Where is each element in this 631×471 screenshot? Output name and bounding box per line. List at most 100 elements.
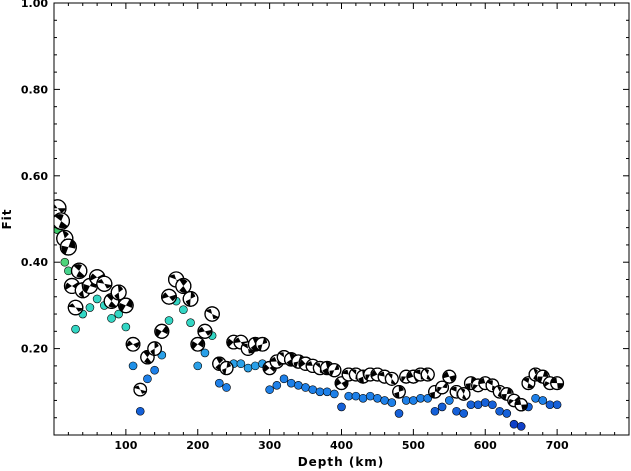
data-point <box>265 385 274 394</box>
data-point <box>459 409 468 418</box>
x-tick-label: 300 <box>258 439 281 452</box>
focal-mechanism-marker <box>175 277 192 295</box>
y-tick-label: 0.60 <box>21 170 48 183</box>
data-point <box>135 406 145 416</box>
data-point <box>387 398 397 407</box>
data-point <box>243 363 253 373</box>
data-point <box>179 305 188 315</box>
data-point <box>495 406 504 416</box>
data-point <box>337 402 346 412</box>
data-point <box>552 400 562 410</box>
data-point <box>114 309 123 319</box>
focal-mechanism-series <box>54 199 565 412</box>
focal-mechanism-marker <box>420 367 435 382</box>
data-point <box>502 409 512 418</box>
y-tick-label: 0.40 <box>21 256 48 269</box>
data-point <box>416 393 425 403</box>
focal-mechanism-marker <box>384 371 399 386</box>
x-axis: 100 200 300 400 500 600 700 <box>67 3 616 452</box>
data-point <box>164 316 174 325</box>
data-point <box>545 400 555 410</box>
focal-mechanism-marker <box>204 306 220 322</box>
focal-mechanism-marker <box>212 356 227 371</box>
data-point <box>445 396 454 405</box>
x-tick-label: 200 <box>186 439 209 452</box>
data-point <box>128 361 138 371</box>
focal-mechanism-marker <box>147 341 162 356</box>
focal-mechanism-marker <box>435 380 450 395</box>
data-point <box>531 393 540 403</box>
data-point <box>538 396 548 405</box>
focal-mechanism-marker <box>219 360 234 376</box>
data-point <box>92 294 102 304</box>
data-point <box>250 361 260 371</box>
focal-mechanism-marker <box>456 387 471 401</box>
x-tick-label: 500 <box>402 439 425 452</box>
data-point <box>330 389 339 399</box>
colored-dot-series <box>54 225 562 431</box>
data-point <box>466 400 476 410</box>
data-point <box>315 387 325 397</box>
y-tick-label: 0.20 <box>21 343 48 356</box>
x-tick-label: 600 <box>474 439 497 452</box>
focal-mechanism-marker <box>118 297 134 314</box>
data-point <box>480 398 490 407</box>
data-point <box>186 318 195 327</box>
x-tick-label: 400 <box>330 439 353 452</box>
data-point <box>272 381 282 390</box>
data-point <box>150 365 159 375</box>
focal-mechanism-marker <box>392 384 406 399</box>
data-point <box>401 396 411 405</box>
data-point <box>71 324 80 334</box>
data-point <box>430 406 440 416</box>
focal-mechanism-marker <box>67 299 84 316</box>
focal-mechanism-marker <box>327 363 342 378</box>
data-point <box>143 374 152 384</box>
data-point <box>322 387 332 397</box>
data-point <box>509 419 519 429</box>
data-point <box>437 402 447 412</box>
data-point <box>423 393 433 403</box>
data-point <box>294 381 303 390</box>
focal-mechanism-marker <box>161 288 177 305</box>
data-point <box>308 385 318 394</box>
data-point <box>107 314 116 323</box>
data-point <box>409 396 418 405</box>
data-point <box>516 422 526 431</box>
data-point <box>365 391 375 401</box>
data-point <box>193 361 203 371</box>
data-point <box>373 393 382 403</box>
data-point <box>286 378 296 388</box>
focal-mechanism-marker <box>70 262 88 280</box>
focal-mechanism-marker <box>110 284 127 301</box>
data-point <box>351 391 361 401</box>
data-point <box>394 409 404 418</box>
data-point <box>215 378 224 388</box>
y-tick-label: 0.80 <box>21 83 48 96</box>
x-axis-label: Depth (km) <box>298 455 385 469</box>
data-point <box>452 406 461 416</box>
y-axis-label: Fit <box>0 208 14 229</box>
focal-mechanism-marker <box>96 275 113 292</box>
focal-mechanism-marker <box>197 323 213 339</box>
focal-mechanism-marker <box>125 336 141 352</box>
focal-mechanism-marker <box>190 336 206 352</box>
focal-mechanism-marker <box>514 398 528 412</box>
y-tick-label: 1.00 <box>21 0 48 10</box>
data-point <box>344 391 353 401</box>
focal-mechanism-marker <box>54 212 71 230</box>
x-tick-label: 700 <box>546 439 569 452</box>
focal-mechanism-marker <box>182 290 199 307</box>
data-point <box>301 383 310 392</box>
focal-mechanism-marker <box>550 376 565 391</box>
x-tick-label: 100 <box>114 439 137 452</box>
data-point <box>236 359 246 369</box>
data-point <box>380 396 389 405</box>
focal-mechanism-marker <box>154 323 170 339</box>
focal-mechanism-marker <box>133 382 148 397</box>
data-point <box>85 303 95 312</box>
data-point <box>473 400 483 410</box>
focal-mechanism-marker <box>255 336 270 352</box>
